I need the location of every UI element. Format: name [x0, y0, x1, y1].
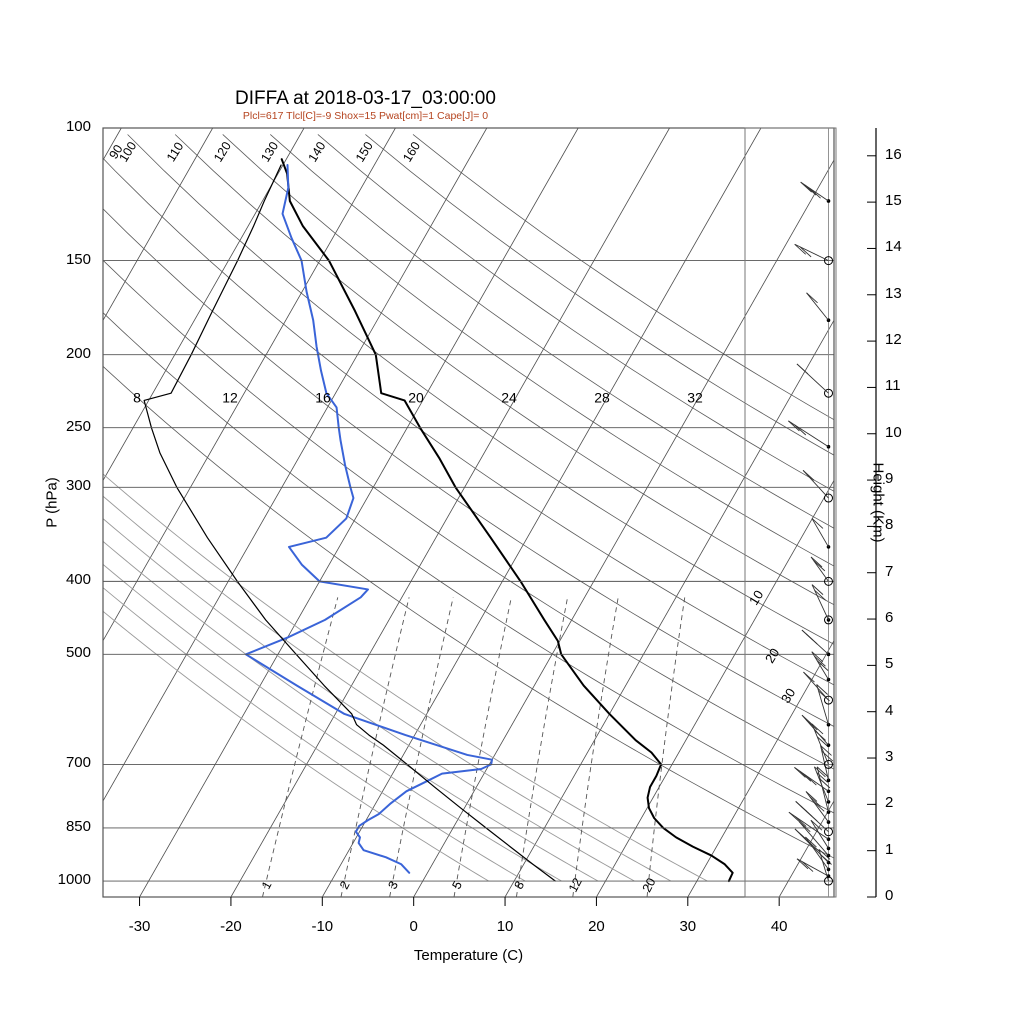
- moist-adiabat-label: 12: [222, 389, 238, 405]
- temperature-axis-label: Temperature (C): [413, 947, 524, 964]
- pressure-tick-label: 850: [65, 817, 91, 835]
- height-tick-label: 4: [885, 701, 894, 719]
- dry-adiabat-label: 90: [106, 142, 125, 161]
- mixing-ratio-label: 12: [566, 876, 585, 895]
- pressure-tick-label: 300: [65, 477, 91, 495]
- temperature-tick-label: 40: [770, 918, 788, 935]
- chart-title: DIFFA at 2018-03-17_03:00:00: [235, 88, 496, 109]
- height-tick-label: 8: [885, 516, 894, 534]
- dry-adiabat-label: 130: [258, 139, 281, 164]
- dry-adiabat-label: 150: [353, 139, 376, 164]
- temperature-tick-label: -30: [128, 918, 151, 935]
- height-tick-label: 10: [885, 423, 902, 441]
- wind-scale-label: 10: [746, 588, 766, 608]
- moist-adiabat-label: 8: [133, 389, 141, 405]
- height-tick-label: 0: [885, 887, 894, 904]
- moist-adiabat-label: 16: [315, 389, 331, 405]
- height-tick-label: 5: [885, 655, 894, 673]
- moist-adiabat-label: 24: [501, 389, 517, 405]
- dry-adiabat-label: 160: [400, 139, 423, 164]
- temperature-tick-label: 30: [679, 918, 697, 935]
- height-tick-label: 16: [885, 145, 902, 163]
- dry-adiabat-label: 110: [164, 140, 186, 164]
- mixing-ratio-label: 20: [640, 876, 659, 895]
- height-tick-label: 1: [885, 840, 894, 858]
- pressure-tick-label: 1000: [57, 871, 91, 889]
- height-tick-label: 9: [885, 470, 894, 488]
- temperature-tick-label: -20: [220, 918, 242, 935]
- pressure-tick-label: 150: [65, 250, 91, 268]
- pressure-tick-label: 200: [65, 344, 91, 362]
- height-tick-label: 3: [885, 748, 894, 766]
- height-tick-label: 11: [885, 377, 901, 395]
- pressure-tick-label: 250: [65, 417, 91, 435]
- temperature-tick-label: 0: [409, 918, 418, 935]
- height-tick-label: 13: [885, 284, 902, 302]
- height-tick-label: 14: [885, 238, 902, 256]
- wind-scale-label: 20: [762, 646, 782, 666]
- height-tick-label: 7: [885, 562, 894, 580]
- height-tick-label: 2: [885, 794, 894, 812]
- dry-adiabat-label: 140: [306, 139, 329, 164]
- pressure-tick-label: 700: [65, 754, 91, 772]
- temperature-tick-label: 20: [588, 918, 605, 935]
- pressure-tick-label: 400: [65, 571, 91, 589]
- height-tick-label: 12: [885, 331, 902, 349]
- height-tick-label: 6: [885, 609, 894, 627]
- moist-adiabat-label: 28: [594, 389, 610, 405]
- wind-scale-label: 30: [778, 686, 798, 706]
- pressure-tick-label: 500: [65, 644, 91, 662]
- temperature-tick-label: -10: [311, 918, 334, 935]
- dry-adiabat-label: 120: [211, 139, 234, 164]
- height-tick-label: 15: [885, 192, 902, 210]
- moist-adiabat-label: 20: [408, 389, 424, 405]
- chart-subtitle: Plcl=617 Tlcl[C]=-9 Shox=15 Pwat[cm]=1 C…: [242, 110, 489, 122]
- temperature-tick-label: 10: [496, 918, 514, 935]
- pressure-tick-label: 100: [65, 118, 91, 135]
- moist-adiabat-label: 32: [687, 389, 703, 405]
